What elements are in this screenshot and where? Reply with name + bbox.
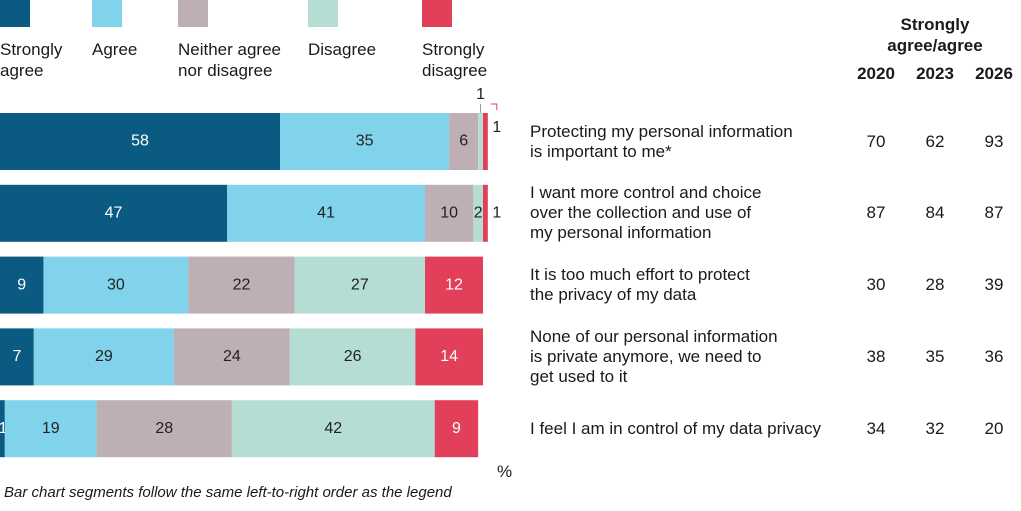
legend-swatch	[92, 0, 122, 27]
table-value: 62	[925, 131, 945, 151]
segment-label: 19	[42, 420, 60, 437]
legend-swatch	[422, 0, 452, 27]
segment-label: 10	[440, 205, 458, 222]
table-column-header: 2023	[916, 64, 954, 83]
table-value: 34	[866, 418, 886, 438]
segment-label: 47	[105, 205, 123, 222]
bar-segment	[478, 113, 483, 170]
bar-segment	[280, 113, 450, 170]
segment-label: 14	[440, 348, 458, 365]
segment-label: 30	[107, 276, 125, 293]
table-value: 20	[984, 418, 1004, 438]
bar-segment	[0, 256, 44, 314]
table-value: 70	[866, 131, 886, 151]
segment-label: 12	[445, 276, 463, 293]
legend-swatch	[0, 0, 30, 27]
bar-segment	[483, 113, 488, 170]
segment-label: 27	[351, 276, 369, 293]
segment-label: 1	[492, 119, 501, 136]
legend-swatch	[178, 0, 208, 27]
statement-label: None of our personal information is priv…	[530, 326, 778, 386]
bar-segment	[96, 400, 232, 458]
segment-label: 28	[155, 420, 173, 437]
segment-label: 26	[344, 348, 362, 365]
footnote: Bar chart segments follow the same left-…	[4, 484, 452, 501]
bar-segment	[0, 328, 34, 386]
segment-label: 9	[452, 420, 461, 437]
callout-line	[490, 103, 498, 110]
segment-label: 24	[223, 348, 241, 365]
bar-segment	[289, 328, 416, 386]
table-column-header: 2026	[975, 64, 1013, 83]
legend-swatch	[308, 0, 338, 27]
table-value: 84	[925, 203, 945, 223]
segment-label: 1	[492, 205, 501, 222]
segment-label: 58	[131, 133, 149, 150]
bar-segment	[173, 328, 290, 386]
bar-segment	[33, 328, 174, 386]
segment-label: 42	[324, 420, 342, 437]
bar-segment	[0, 184, 228, 242]
bar-segment	[473, 184, 483, 242]
segment-label: 35	[356, 133, 374, 150]
segment-label: 22	[233, 276, 251, 293]
bar-segment	[294, 256, 426, 314]
statement-label: I feel I am in control of my data privac…	[530, 418, 822, 438]
segment-label: 1	[0, 420, 8, 437]
table-value: 28	[925, 275, 945, 295]
segment-label: 6	[459, 133, 468, 150]
table-value: 87	[984, 203, 1004, 223]
table-value: 39	[984, 275, 1004, 295]
statement-label: It is too much effort to protect the pri…	[530, 265, 750, 305]
statement-label: I want more control and choice over the …	[530, 183, 762, 243]
bar-segment	[43, 256, 189, 314]
bar-segment	[425, 256, 483, 314]
table-column-header: 2020	[857, 64, 895, 83]
bar-segment	[449, 113, 479, 170]
bar-segment	[227, 184, 426, 242]
segment-label: 29	[95, 348, 113, 365]
segment-label: 2	[474, 205, 483, 222]
bar-segment	[0, 113, 281, 170]
segment-label: 1	[476, 86, 485, 103]
bar-segment	[425, 184, 474, 242]
bar-segment	[0, 400, 5, 458]
table-value: 36	[984, 346, 1004, 366]
bar-segment	[188, 256, 295, 314]
statement-label: Protecting my personal information is im…	[530, 121, 793, 161]
legend-label: Agree	[92, 40, 138, 59]
legend-label: Disagree	[308, 40, 377, 59]
legend-label: Neither agree nor disagree	[178, 40, 282, 80]
table-value: 35	[925, 346, 945, 366]
bar-segment	[434, 400, 479, 458]
table-value: 32	[925, 418, 945, 438]
table-value: 38	[866, 346, 886, 366]
table-title: Strongly agree/agree	[887, 15, 983, 55]
segment-label: 9	[17, 276, 26, 293]
table-value: 30	[866, 275, 886, 295]
table-value: 93	[984, 131, 1004, 151]
segment-label: 41	[317, 205, 335, 222]
table-value: 87	[866, 203, 886, 223]
bar-segment	[231, 400, 435, 458]
legend-label: Strongly agree	[0, 40, 63, 80]
bar-segment	[4, 400, 97, 458]
bar-segment	[415, 328, 483, 386]
legend-label: Strongly disagree	[422, 40, 488, 80]
bar-segment	[483, 184, 488, 242]
unit-label: %	[497, 462, 513, 481]
segment-label: 7	[12, 348, 21, 365]
